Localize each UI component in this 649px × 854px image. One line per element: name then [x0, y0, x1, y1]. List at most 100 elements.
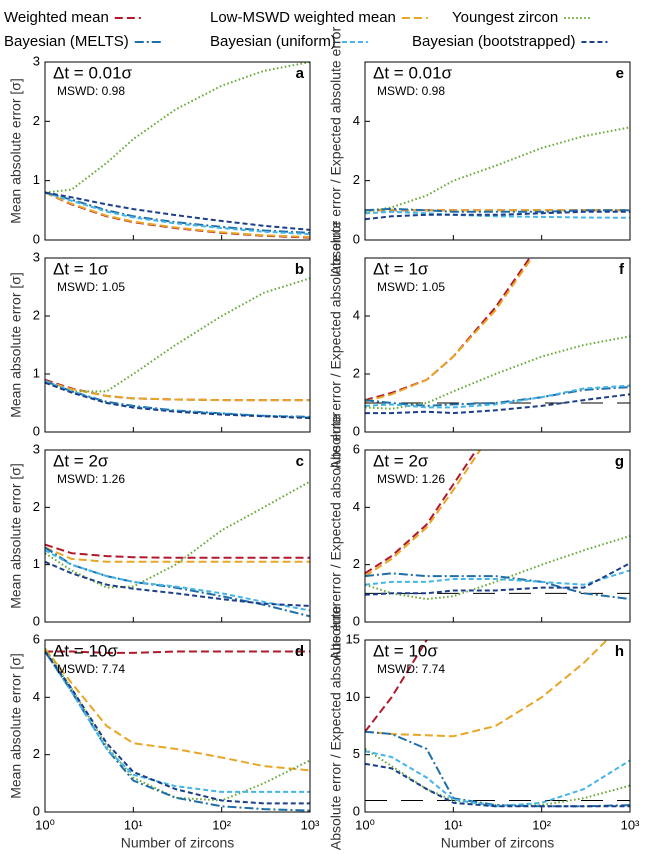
x-tick-label: 10³ — [621, 817, 640, 832]
y-axis-label: Absolute error / Expected absolute error — [328, 412, 344, 661]
series-line — [45, 650, 310, 805]
series-line — [365, 384, 630, 409]
series-line — [365, 640, 428, 733]
series-line — [365, 640, 609, 738]
panel-title: Δt = 0.01σ — [53, 63, 133, 82]
annotation: MSWD: 7.74 — [377, 662, 445, 676]
x-tick-label: 10¹ — [124, 817, 143, 832]
axes-frame — [44, 61, 311, 241]
panel-title: Δt = 10σ — [373, 641, 438, 660]
legend-label: Low-MSWD weighted mean — [210, 9, 396, 26]
series-line — [45, 381, 310, 420]
axes-frame — [364, 61, 631, 241]
y-tick-label: 6 — [33, 631, 40, 646]
panel: 0 1 2 3 Δt = 0.01σ MSWD: 0.98 a Mean absolute e… — [8, 53, 311, 246]
series-line — [45, 191, 310, 238]
y-axis-label: Mean absolute error [σ] — [8, 272, 24, 418]
annotation: MSWD: 0.98 — [377, 84, 445, 98]
y-axis-label: Absolute error / Expected absolute error — [328, 27, 344, 276]
panel-letter: d — [295, 643, 304, 660]
annotation: MSWD: 1.26 — [377, 472, 445, 486]
series-line — [365, 562, 630, 596]
y-tick-label: 2 — [33, 307, 40, 322]
series-line — [45, 650, 310, 793]
series-line — [45, 62, 310, 194]
x-tick-label: 10⁰ — [35, 817, 55, 832]
x-tick-label: 10³ — [301, 817, 320, 832]
series-line — [45, 647, 310, 772]
x-tick-label: 10¹ — [444, 817, 463, 832]
panel-letter: c — [296, 453, 304, 470]
series-line — [365, 126, 630, 213]
y-tick-label: 4 — [353, 499, 360, 514]
panel-title: Δt = 1σ — [53, 259, 109, 278]
series-line — [365, 762, 630, 808]
panel-letter: g — [615, 453, 624, 470]
y-axis-label: Mean absolute error [σ] — [8, 653, 24, 799]
y-tick-label: 0 — [33, 803, 40, 818]
series-line — [365, 572, 630, 601]
series-line — [45, 648, 310, 802]
panel: 0 2 4 Δt = 0.01σ MSWD: 0.98 e Absolute error /… — [328, 27, 631, 276]
panel-title: Δt = 0.01σ — [373, 63, 453, 82]
panel-letter: f — [619, 261, 625, 278]
panel: 0 1 2 3 Δt = 2σ MSWD: 1.26 c Mean absolute erro… — [8, 441, 311, 628]
x-tick-label: 10² — [532, 817, 551, 832]
panel-letter: a — [296, 65, 305, 82]
x-axis-label: Number of zircons — [441, 835, 555, 851]
y-tick-label: 0 — [33, 613, 40, 628]
series-line — [45, 380, 310, 402]
legend-label: Bayesian (bootstrapped) — [412, 33, 575, 50]
y-tick-label: 0 — [33, 231, 40, 246]
y-tick-label: 4 — [33, 689, 40, 704]
y-tick-label: 3 — [33, 53, 40, 68]
y-tick-label: 1 — [33, 556, 40, 571]
y-tick-label: 4 — [353, 307, 360, 322]
y-axis-label: Mean absolute error [σ] — [8, 463, 24, 609]
legend-label: Bayesian (uniform) — [210, 33, 336, 50]
series-line — [45, 480, 310, 589]
series-line — [45, 191, 310, 236]
y-tick-label: 1 — [33, 172, 40, 187]
y-tick-label: 0 — [353, 231, 360, 246]
series-line — [365, 730, 630, 808]
series-line — [365, 210, 630, 219]
axes-frame — [44, 639, 311, 813]
annotation: MSWD: 1.05 — [57, 280, 125, 294]
y-tick-label: 0 — [353, 613, 360, 628]
series-line — [365, 386, 630, 407]
y-tick-label: 2 — [353, 556, 360, 571]
y-tick-label: 3 — [33, 441, 40, 456]
panel-letter: h — [615, 643, 624, 660]
series-line — [365, 207, 630, 213]
series-line — [365, 258, 533, 403]
series-line — [45, 543, 310, 559]
series-line — [365, 535, 630, 601]
panel-title: Δt = 1σ — [373, 259, 429, 278]
y-tick-label: 3 — [33, 249, 40, 264]
annotation: MSWD: 7.74 — [57, 662, 125, 676]
y-tick-label: 2 — [353, 172, 360, 187]
x-axis-label: Number of zircons — [121, 835, 235, 851]
panel: 0 1 2 3 Δt = 1σ MSWD: 1.05 b Mean absolute erro… — [8, 249, 311, 438]
y-tick-label: 15 — [346, 631, 360, 646]
y-tick-label: 2 — [33, 113, 40, 128]
axes-frame — [364, 449, 631, 623]
x-tick-label: 10⁰ — [355, 817, 375, 832]
annotation: MSWD: 0.98 — [57, 84, 125, 98]
series-line — [45, 277, 310, 393]
series-line — [45, 191, 310, 231]
series-line — [365, 450, 482, 577]
series-line — [365, 335, 630, 410]
y-tick-label: 4 — [353, 113, 360, 128]
series-line — [365, 210, 630, 221]
y-axis-label: Absolute error / Expected absolute error — [328, 221, 344, 470]
axes-frame — [364, 257, 631, 433]
axes-frame — [44, 257, 311, 433]
y-tick-label: 0 — [353, 423, 360, 438]
panel-title: Δt = 2σ — [373, 451, 429, 470]
y-axis-label: Absolute error / Expected absolute error — [328, 602, 344, 851]
panel-title: Δt = 2σ — [53, 451, 109, 470]
y-tick-label: 2 — [33, 499, 40, 514]
